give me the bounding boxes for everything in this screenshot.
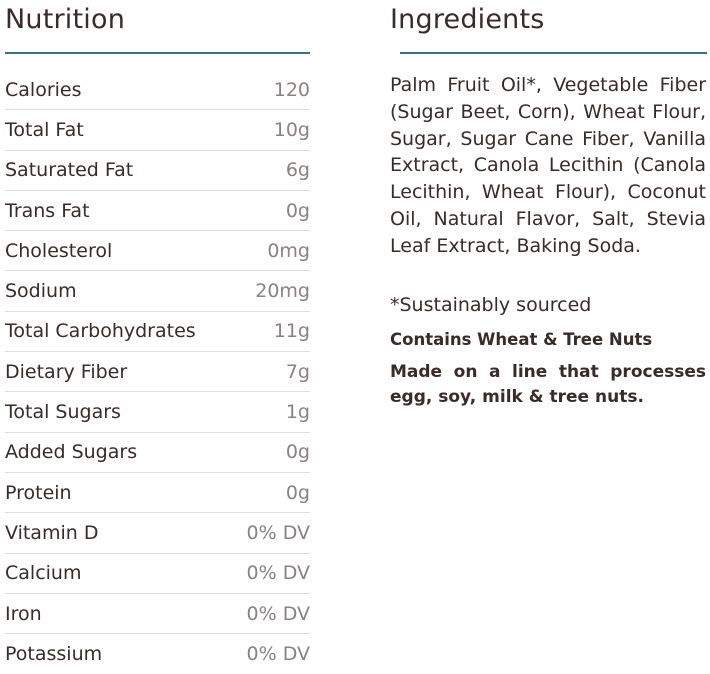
nutrition-row: Added Sugars 0g xyxy=(5,433,310,473)
nutrient-amount: 0% DV xyxy=(246,643,310,666)
nutrient-name: Sodium xyxy=(5,280,77,303)
nutrient-amount: 0g xyxy=(285,481,310,504)
nutrition-title: Nutrition xyxy=(5,4,126,35)
nutrition-row: Sodium 20mg xyxy=(5,271,310,312)
nutrient-name: Protein xyxy=(5,481,72,504)
nutrition-row: Protein 0g xyxy=(5,473,310,514)
ingredients-list: Palm Fruit Oil*, Vegetable Fiber (Sugar … xyxy=(390,74,706,257)
nutrition-title-rule xyxy=(5,52,310,54)
nutrition-row: Vitamin D 0% DV xyxy=(5,513,310,554)
nutrient-amount: 0% DV xyxy=(246,521,310,544)
nutrient-name: Iron xyxy=(5,602,42,625)
nutrient-name: Cholesterol xyxy=(5,239,113,262)
nutrition-table: Calories 120 Total Fat 10g Saturated Fat… xyxy=(5,70,310,674)
nutrient-name: Calories xyxy=(5,78,82,101)
nutrient-amount: 120 xyxy=(273,78,310,101)
nutrition-row: Iron 0% DV xyxy=(5,594,310,635)
nutrient-amount: 20mg xyxy=(255,280,310,303)
nutrient-name: Added Sugars xyxy=(5,441,138,464)
nutrition-row: Saturated Fat 6g xyxy=(5,151,310,191)
ingredients-title-rule xyxy=(400,52,707,54)
nutrient-name: Total Fat xyxy=(5,118,84,141)
nutrition-row: Cholesterol 0mg xyxy=(5,231,310,272)
sustainably-sourced-note: *Sustainably sourced xyxy=(390,294,592,316)
facility-statement: Made on a line that processes egg, soy, … xyxy=(390,362,706,407)
allergen-statement: Contains Wheat & Tree Nuts xyxy=(390,330,653,349)
nutrient-name: Total Carbohydrates xyxy=(5,320,196,343)
nutrient-amount: 0mg xyxy=(267,239,310,262)
nutrition-row: Potassium 0% DV xyxy=(5,634,310,674)
nutrient-name: Total Sugars xyxy=(5,401,121,424)
nutrition-row: Total Fat 10g xyxy=(5,110,310,151)
nutrient-name: Saturated Fat xyxy=(5,159,134,182)
nutrient-name: Vitamin D xyxy=(5,521,99,544)
nutrient-name: Calcium xyxy=(5,562,82,585)
nutrition-row: Dietary Fiber 7g xyxy=(5,352,310,393)
nutrient-amount: 11g xyxy=(273,320,310,343)
nutrient-amount: 0% DV xyxy=(246,602,310,625)
nutrition-row: Calories 120 xyxy=(5,70,310,111)
nutrient-amount: 0g xyxy=(285,199,310,222)
nutrition-row: Trans Fat 0g xyxy=(5,191,310,232)
nutrient-name: Potassium xyxy=(5,643,103,666)
nutrition-row: Total Carbohydrates 11g xyxy=(5,312,310,353)
nutrient-amount: 6g xyxy=(285,159,310,182)
nutrient-amount: 0g xyxy=(285,441,310,464)
nutrient-name: Trans Fat xyxy=(5,199,90,222)
nutrient-amount: 0% DV xyxy=(246,562,310,585)
nutrient-amount: 10g xyxy=(273,118,310,141)
nutrient-amount: 7g xyxy=(285,360,310,383)
nutrient-name: Dietary Fiber xyxy=(5,360,128,383)
nutrition-row: Calcium 0% DV xyxy=(5,554,310,594)
nutrition-row: Total Sugars 1g xyxy=(5,392,310,433)
nutrient-amount: 1g xyxy=(285,401,310,424)
ingredients-title: Ingredients xyxy=(390,4,545,35)
